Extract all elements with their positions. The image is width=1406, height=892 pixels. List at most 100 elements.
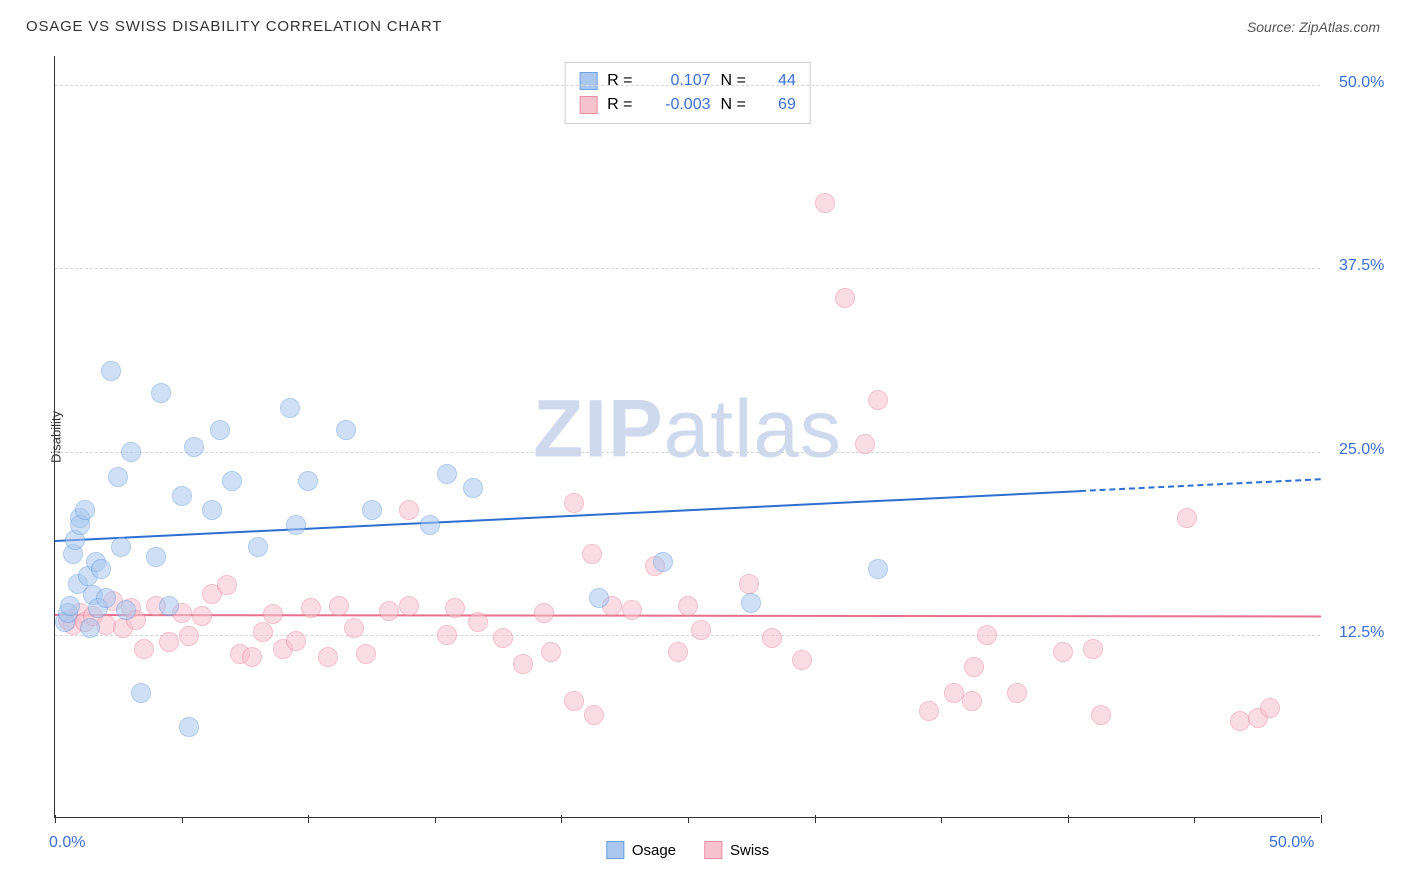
data-point-swiss [286, 631, 306, 651]
data-point-osage [151, 383, 171, 403]
data-point-swiss [582, 544, 602, 564]
data-point-swiss [379, 601, 399, 621]
data-point-osage [60, 596, 80, 616]
legend-n-label: N = [721, 69, 746, 93]
x-tick-minor [182, 818, 183, 823]
x-tick-minor [941, 818, 942, 823]
data-point-swiss [253, 622, 273, 642]
legend-r-label: R = [607, 69, 632, 93]
legend-label-osage: Osage [632, 842, 676, 859]
legend-n-label: N = [721, 93, 746, 117]
data-point-swiss [242, 647, 262, 667]
data-point-osage [202, 500, 222, 520]
data-point-osage [108, 467, 128, 487]
data-point-swiss [445, 598, 465, 618]
data-point-swiss [1083, 639, 1103, 659]
data-point-swiss [263, 604, 283, 624]
data-point-osage [101, 361, 121, 381]
gridline-h [55, 452, 1320, 453]
legend-r-value-osage: 0.107 [643, 69, 711, 93]
data-point-swiss [192, 606, 212, 626]
data-point-osage [248, 537, 268, 557]
data-point-swiss [815, 193, 835, 213]
legend-series: Osage Swiss [606, 841, 769, 859]
data-point-swiss [344, 618, 364, 638]
data-point-swiss [564, 691, 584, 711]
data-point-swiss [564, 493, 584, 513]
legend-item-swiss: Swiss [704, 841, 769, 859]
x-tick-major [1321, 815, 1322, 823]
data-point-swiss [179, 626, 199, 646]
legend-item-osage: Osage [606, 841, 676, 859]
watermark-bold: ZIP [533, 383, 664, 474]
legend-r-label: R = [607, 93, 632, 117]
data-point-swiss [1007, 683, 1027, 703]
data-point-swiss [868, 390, 888, 410]
legend-row-osage: R = 0.107 N = 44 [579, 69, 796, 93]
data-point-swiss [437, 625, 457, 645]
legend-correlation: R = 0.107 N = 44 R = -0.003 N = 69 [564, 62, 811, 124]
data-point-osage [91, 559, 111, 579]
gridline-h [55, 268, 1320, 269]
data-point-osage [210, 420, 230, 440]
x-tick-minor [1194, 818, 1195, 823]
x-tick-major [55, 815, 56, 823]
legend-swatch-swiss [579, 96, 597, 114]
data-point-osage [286, 515, 306, 535]
data-point-osage [868, 559, 888, 579]
data-point-osage [184, 437, 204, 457]
data-point-swiss [541, 642, 561, 662]
x-tick-label: 0.0% [49, 834, 85, 852]
data-point-swiss [217, 575, 237, 595]
data-point-swiss [977, 625, 997, 645]
y-tick-label: 12.5% [1339, 624, 1384, 642]
data-point-osage [146, 547, 166, 567]
legend-label-swiss: Swiss [730, 842, 769, 859]
data-point-swiss [493, 628, 513, 648]
trend-line [1080, 478, 1321, 492]
data-point-swiss [1177, 508, 1197, 528]
y-tick-label: 37.5% [1339, 257, 1384, 275]
data-point-swiss [318, 647, 338, 667]
data-point-swiss [962, 691, 982, 711]
data-point-swiss [762, 628, 782, 648]
data-point-swiss [668, 642, 688, 662]
data-point-osage [116, 600, 136, 620]
legend-r-value-swiss: -0.003 [643, 93, 711, 117]
data-point-swiss [792, 650, 812, 670]
data-point-osage [437, 464, 457, 484]
data-point-swiss [678, 596, 698, 616]
data-point-osage [280, 398, 300, 418]
data-point-osage [362, 500, 382, 520]
data-point-swiss [622, 600, 642, 620]
data-point-osage [131, 683, 151, 703]
data-point-swiss [301, 598, 321, 618]
watermark: ZIPatlas [533, 382, 842, 476]
data-point-osage [420, 515, 440, 535]
data-point-osage [75, 500, 95, 520]
legend-row-swiss: R = -0.003 N = 69 [579, 93, 796, 117]
data-point-osage [111, 537, 131, 557]
data-point-swiss [584, 705, 604, 725]
data-point-osage [96, 588, 116, 608]
data-point-osage [179, 717, 199, 737]
data-point-swiss [835, 288, 855, 308]
data-point-swiss [1053, 642, 1073, 662]
data-point-osage [653, 552, 673, 572]
data-point-swiss [1260, 698, 1280, 718]
x-tick-major [815, 815, 816, 823]
data-point-swiss [919, 701, 939, 721]
x-tick-major [1068, 815, 1069, 823]
data-point-swiss [1091, 705, 1111, 725]
data-point-swiss [1230, 711, 1250, 731]
y-tick-label: 50.0% [1339, 74, 1384, 92]
legend-swatch-osage [579, 72, 597, 90]
data-point-swiss [534, 603, 554, 623]
x-tick-minor [688, 818, 689, 823]
data-point-swiss [356, 644, 376, 664]
data-point-swiss [691, 620, 711, 640]
data-point-swiss [513, 654, 533, 674]
data-point-swiss [399, 596, 419, 616]
source-label: Source: ZipAtlas.com [1247, 19, 1380, 35]
data-point-swiss [468, 612, 488, 632]
